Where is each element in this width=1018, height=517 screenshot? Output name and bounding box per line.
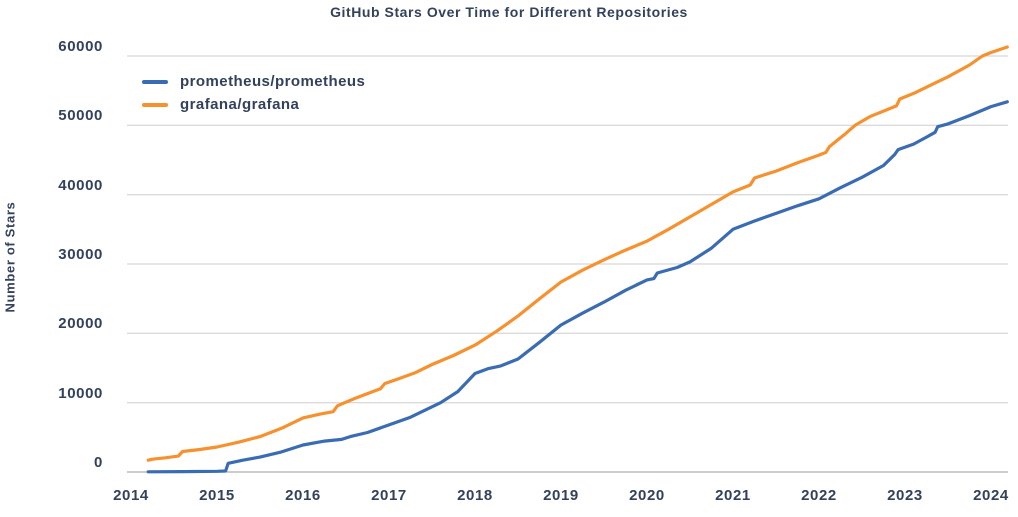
x-tick-label-2022: 2022 bbox=[801, 487, 837, 504]
y-tick-label-60000: 60000 bbox=[58, 38, 103, 55]
legend-label: grafana/grafana bbox=[180, 96, 300, 113]
y-tick-label-30000: 30000 bbox=[58, 246, 103, 263]
x-tick-label-2015: 2015 bbox=[199, 487, 235, 504]
x-tick-label-2020: 2020 bbox=[629, 487, 665, 504]
y-tick-label-20000: 20000 bbox=[58, 315, 103, 333]
chart-title: GitHub Stars Over Time for Different Rep… bbox=[330, 4, 688, 20]
x-tick-label-2018: 2018 bbox=[457, 487, 493, 504]
y-tick-label-10000: 10000 bbox=[58, 384, 103, 402]
x-tick-label-2019: 2019 bbox=[543, 487, 579, 504]
x-tick-label-2014: 2014 bbox=[113, 487, 149, 504]
x-tick-label-2016: 2016 bbox=[285, 487, 321, 504]
x-tick-label-2023: 2023 bbox=[887, 487, 923, 504]
y-tick-label-0: 0 bbox=[94, 454, 103, 471]
y-tick-label-40000: 40000 bbox=[58, 176, 103, 194]
series-line-prometheus bbox=[146, 100, 1009, 474]
x-tick-label-2017: 2017 bbox=[371, 487, 407, 504]
y-tick-label-50000: 50000 bbox=[58, 107, 103, 125]
legend-item-grafana: grafana/grafana bbox=[142, 93, 365, 116]
legend-line-swatch-icon bbox=[142, 102, 168, 107]
legend-line-swatch-icon bbox=[142, 79, 168, 84]
series-line-grafana bbox=[146, 45, 1009, 462]
x-tick-label-2021: 2021 bbox=[715, 487, 751, 504]
x-tick-label-2024: 2024 bbox=[973, 487, 1009, 504]
legend: prometheus/prometheus grafana/grafana bbox=[142, 70, 365, 116]
legend-label: prometheus/prometheus bbox=[180, 73, 366, 90]
legend-item-prometheus: prometheus/prometheus bbox=[142, 70, 365, 93]
